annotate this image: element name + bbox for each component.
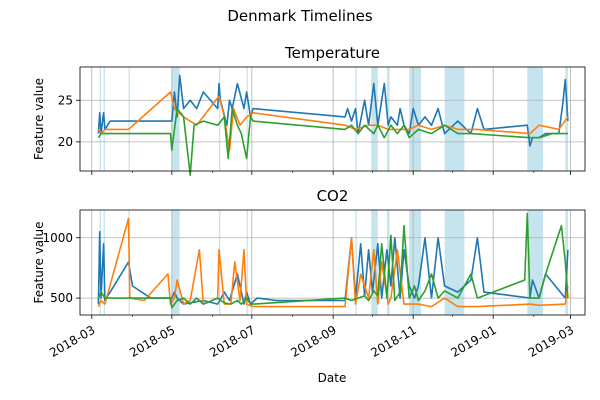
x-tick-label: 2018-05: [127, 323, 177, 360]
co2-subplot: 500 1000 CO2 Feature value: [32, 187, 586, 319]
shaded-period: [409, 67, 422, 171]
shaded-period: [409, 210, 422, 315]
shaded-period: [355, 210, 357, 315]
series-line-3: [97, 212, 569, 309]
shaded-period: [171, 210, 180, 315]
x-tick-label: 2018-09: [288, 323, 338, 360]
x-tick-label: 2019-03: [526, 323, 576, 360]
shaded-period: [246, 67, 248, 171]
y-tick-label: 1000: [42, 231, 73, 245]
series-line-3: [97, 107, 568, 176]
axes-frame: [79, 66, 586, 172]
gridlines: [80, 67, 585, 171]
shaded-periods: [99, 67, 568, 171]
series-lines: [97, 212, 569, 309]
subplot-title: CO2: [317, 187, 349, 205]
x-tick-labels: 2018-03 2018-05 2018-07 2018-09 2018-11 2019-…: [47, 323, 576, 360]
x-ticks: [91, 171, 571, 175]
subplot-title: Temperature: [284, 44, 380, 62]
x-axis-label: Date: [318, 371, 347, 385]
shaded-period: [128, 67, 130, 171]
series-line-2: [97, 91, 569, 151]
shaded-period: [219, 67, 221, 171]
shaded-period: [527, 210, 544, 315]
series-lines: [97, 74, 569, 176]
shaded-period: [444, 67, 465, 171]
x-tick-label: 2018-07: [207, 323, 257, 360]
x-ticks: [91, 315, 571, 319]
y-axis-label: Feature value: [32, 78, 46, 160]
figure-title: Denmark Timelines: [227, 7, 372, 25]
y-axis-label: Feature value: [32, 222, 46, 304]
y-ticks: 500 1000: [42, 231, 80, 305]
shaded-period: [371, 67, 378, 171]
series-line-1: [97, 74, 569, 147]
shaded-period: [527, 67, 544, 171]
y-tick-label: 500: [50, 291, 73, 305]
axes-frame: [79, 209, 586, 316]
shaded-period: [246, 210, 248, 315]
x-tick-label: 2019-01: [448, 323, 498, 360]
y-tick-label: 25: [58, 93, 73, 107]
y-tick-label: 20: [58, 135, 73, 149]
x-tick-label: 2018-11: [368, 323, 418, 360]
x-tick-label: 2018-03: [47, 323, 97, 360]
